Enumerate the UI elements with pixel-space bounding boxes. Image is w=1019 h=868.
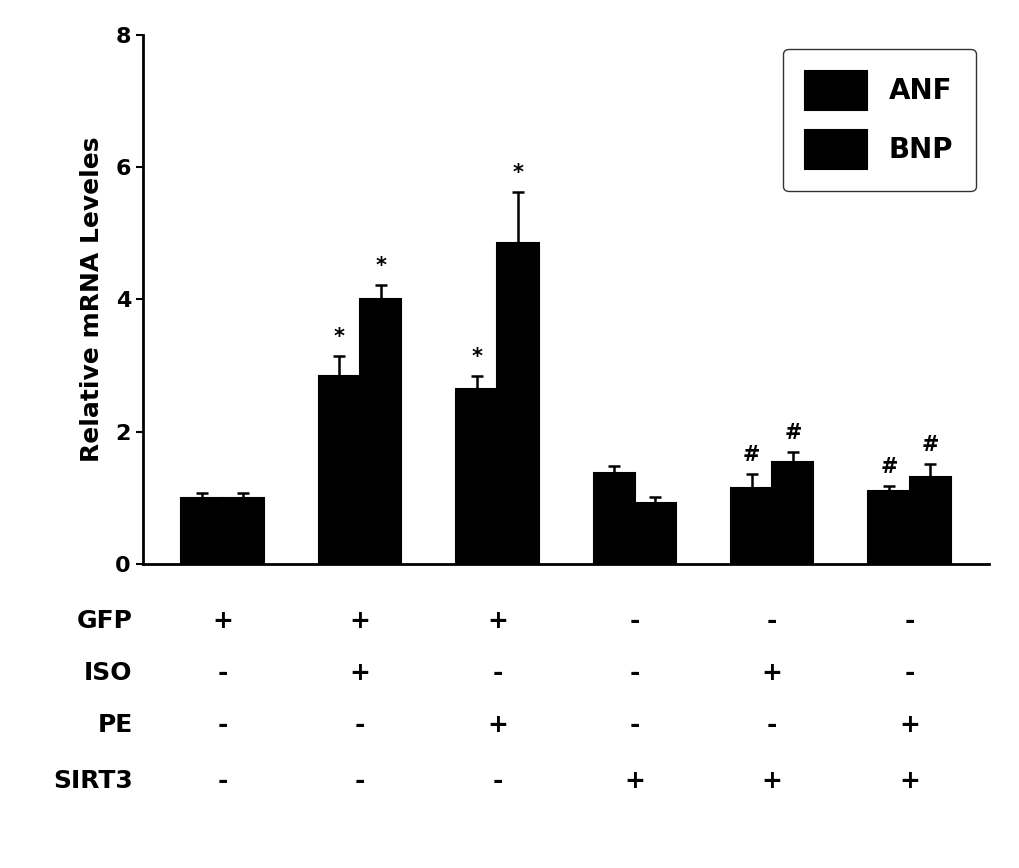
Text: -: -	[629, 661, 639, 685]
Text: -: -	[355, 713, 365, 737]
Text: #: #	[921, 435, 938, 455]
Text: *: *	[471, 347, 482, 367]
Text: -: -	[629, 713, 639, 737]
Bar	[593, 473, 634, 564]
Legend: ANF, BNP: ANF, BNP	[783, 49, 974, 191]
Bar	[181, 498, 222, 564]
Text: #: #	[784, 423, 801, 443]
Bar	[731, 488, 771, 564]
Bar	[455, 389, 497, 564]
Text: #: #	[879, 457, 897, 477]
Text: +: +	[761, 769, 782, 793]
Bar	[909, 477, 950, 564]
Bar	[867, 491, 909, 564]
Text: -: -	[492, 769, 502, 793]
Text: +: +	[212, 608, 232, 633]
Text: -: -	[904, 661, 914, 685]
Text: +: +	[350, 661, 370, 685]
Bar	[634, 503, 676, 564]
Bar	[222, 498, 264, 564]
Text: GFP: GFP	[76, 608, 132, 633]
Text: ISO: ISO	[84, 661, 132, 685]
Text: -: -	[766, 713, 776, 737]
Bar	[497, 243, 538, 564]
Text: #: #	[742, 445, 759, 465]
Bar	[360, 299, 400, 564]
Text: -: -	[355, 769, 365, 793]
Text: *: *	[375, 256, 385, 276]
Text: -: -	[492, 661, 502, 685]
Text: +: +	[899, 769, 919, 793]
Text: -: -	[217, 769, 227, 793]
Y-axis label: Relative mRNA Leveles: Relative mRNA Leveles	[81, 137, 104, 462]
Text: *: *	[512, 163, 523, 183]
Text: +: +	[486, 713, 507, 737]
Text: PE: PE	[97, 713, 132, 737]
Text: -: -	[904, 608, 914, 633]
Bar	[318, 376, 360, 564]
Text: SIRT3: SIRT3	[53, 769, 132, 793]
Text: -: -	[629, 608, 639, 633]
Text: -: -	[217, 661, 227, 685]
Text: +: +	[486, 608, 507, 633]
Text: +: +	[899, 713, 919, 737]
Text: *: *	[333, 327, 344, 347]
Bar	[771, 462, 813, 564]
Text: -: -	[766, 608, 776, 633]
Text: -: -	[217, 713, 227, 737]
Text: +: +	[350, 608, 370, 633]
Text: +: +	[624, 769, 645, 793]
Text: +: +	[761, 661, 782, 685]
